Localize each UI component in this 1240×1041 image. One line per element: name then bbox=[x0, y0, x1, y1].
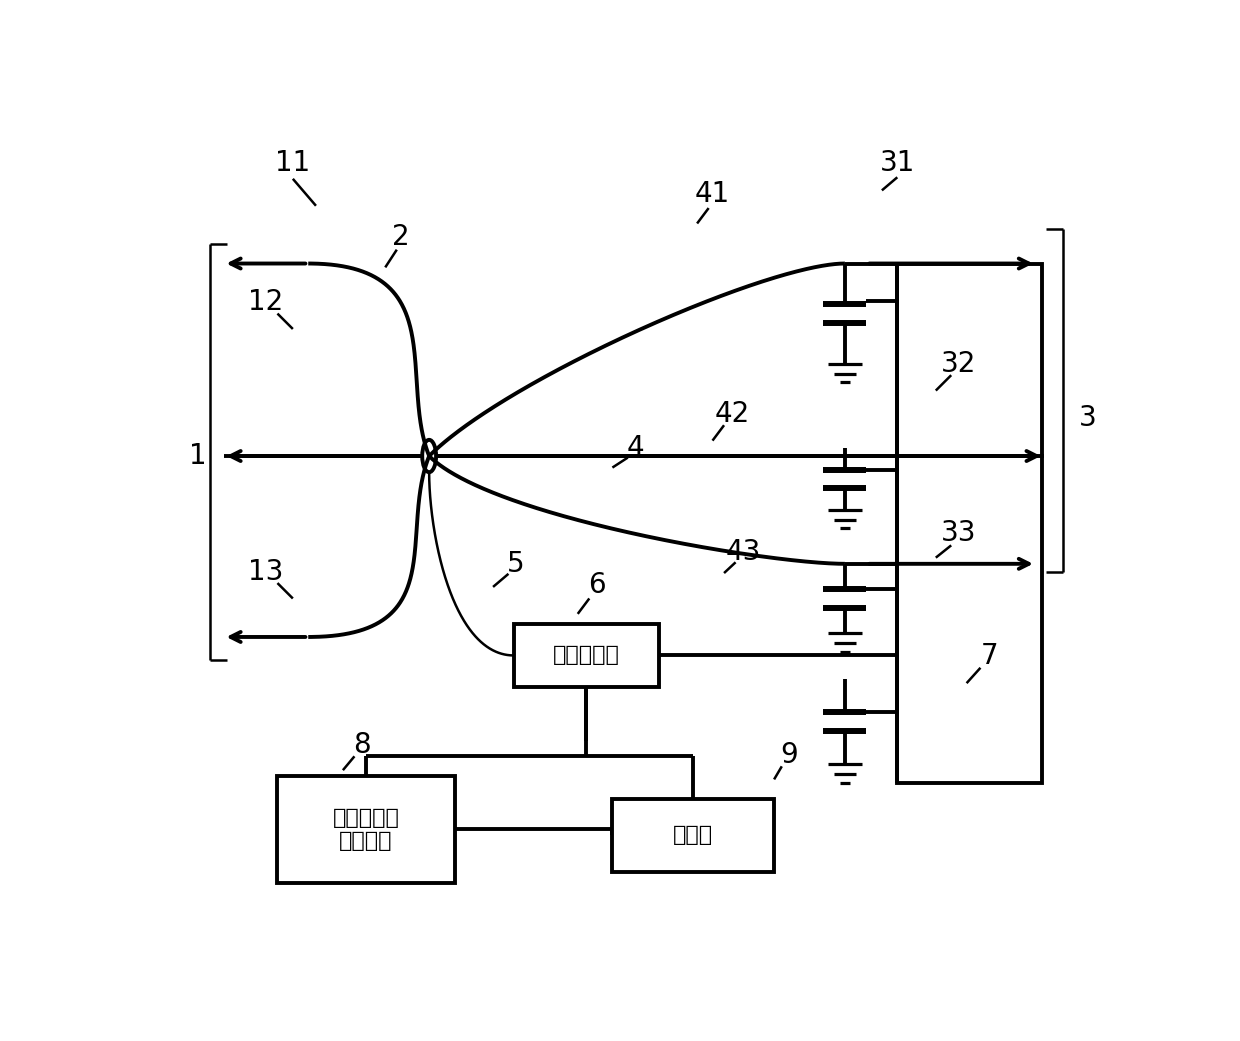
Bar bbox=[513, 624, 658, 687]
Text: 43: 43 bbox=[725, 538, 761, 566]
Text: 13: 13 bbox=[248, 558, 284, 585]
Bar bbox=[898, 263, 1042, 783]
Text: 42: 42 bbox=[714, 400, 749, 428]
Text: 8: 8 bbox=[353, 731, 371, 759]
Text: 处理器: 处理器 bbox=[673, 826, 713, 845]
Text: 11: 11 bbox=[275, 150, 310, 177]
Text: 12: 12 bbox=[248, 288, 284, 316]
Text: 9: 9 bbox=[781, 741, 799, 769]
Text: 4: 4 bbox=[626, 434, 645, 462]
Bar bbox=[613, 798, 774, 871]
Text: 41: 41 bbox=[694, 180, 730, 208]
Text: 2: 2 bbox=[392, 223, 409, 251]
Text: 波形记录仪: 波形记录仪 bbox=[553, 645, 620, 665]
Text: 33: 33 bbox=[941, 519, 977, 547]
Text: 3: 3 bbox=[1079, 404, 1096, 432]
Text: 32: 32 bbox=[941, 350, 977, 378]
Text: 5: 5 bbox=[507, 550, 525, 578]
Text: 小电流故障
选线装置: 小电流故障 选线装置 bbox=[332, 808, 399, 852]
Text: 1: 1 bbox=[190, 442, 207, 471]
Text: 31: 31 bbox=[879, 150, 915, 177]
Text: 6: 6 bbox=[588, 572, 606, 600]
Bar bbox=[278, 776, 455, 884]
Text: 7: 7 bbox=[981, 642, 998, 670]
